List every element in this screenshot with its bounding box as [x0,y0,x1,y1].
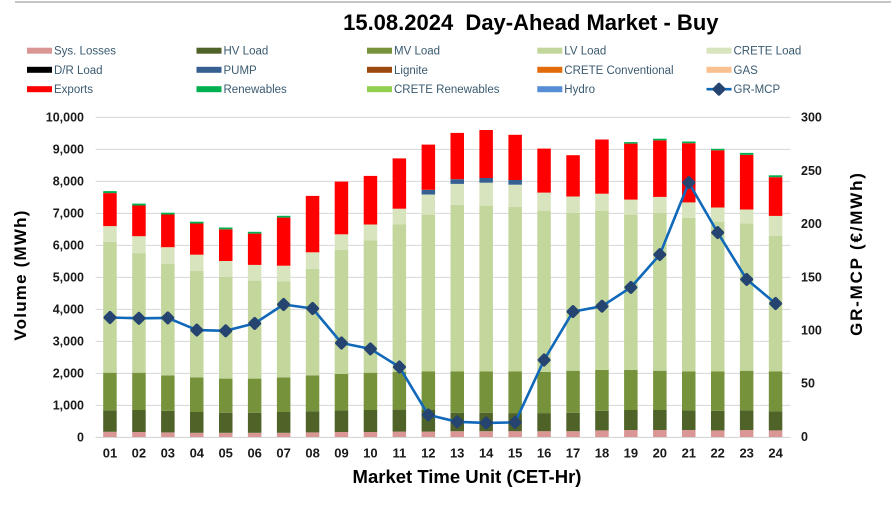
svg-text:8,000: 8,000 [53,175,84,189]
svg-text:0: 0 [77,431,84,445]
svg-text:14: 14 [479,446,494,461]
svg-text:GR-MCP: GR-MCP [734,84,781,96]
svg-text:Volume (MWh): Volume (MWh) [11,209,30,340]
svg-text:PUMP: PUMP [224,65,258,77]
svg-text:2,000: 2,000 [53,367,84,381]
svg-text:Lignite: Lignite [394,65,428,77]
svg-text:300: 300 [801,111,822,125]
svg-text:10,000: 10,000 [46,111,84,125]
svg-text:13: 13 [450,446,464,461]
svg-text:24: 24 [768,446,783,461]
svg-text:15.08.2024 Day-Ahead Market -: 15.08.2024 Day-Ahead Market - Buy [343,10,719,35]
svg-text:LV Load: LV Load [564,46,606,58]
svg-text:50: 50 [801,377,815,391]
svg-text:1,000: 1,000 [53,399,84,413]
svg-text:Hydro: Hydro [564,84,595,96]
svg-text:GAS: GAS [734,65,759,77]
svg-text:250: 250 [801,164,822,178]
svg-text:01: 01 [103,446,117,461]
svg-text:4,000: 4,000 [53,303,84,317]
svg-text:05: 05 [218,446,232,461]
svg-text:Exports: Exports [54,84,93,96]
svg-text:Renewables: Renewables [224,84,288,96]
svg-text:CRETE Load: CRETE Load [734,46,802,58]
svg-text:CRETE Renewables: CRETE Renewables [394,84,500,96]
svg-text:HV Load: HV Load [224,46,269,58]
svg-text:07: 07 [276,446,290,461]
svg-text:6,000: 6,000 [53,239,84,253]
svg-text:18: 18 [595,446,609,461]
svg-text:09: 09 [334,446,348,461]
svg-text:Sys. Losses: Sys. Losses [54,46,116,58]
svg-text:22: 22 [710,446,724,461]
svg-text:16: 16 [537,446,551,461]
svg-text:21: 21 [682,446,696,461]
svg-text:100: 100 [801,324,822,338]
svg-text:23: 23 [739,446,753,461]
svg-text:0: 0 [801,430,808,444]
svg-text:03: 03 [161,446,175,461]
svg-text:04: 04 [190,446,205,461]
svg-text:20: 20 [653,446,667,461]
svg-text:5,000: 5,000 [53,271,84,285]
svg-text:19: 19 [624,446,638,461]
svg-text:150: 150 [801,270,822,284]
svg-text:9,000: 9,000 [53,143,84,157]
svg-text:GR-MCP (€/MWh): GR-MCP (€/MWh) [847,171,866,336]
svg-text:17: 17 [566,446,580,461]
svg-text:200: 200 [801,217,822,231]
svg-text:15: 15 [508,446,522,461]
svg-text:08: 08 [305,446,319,461]
svg-text:06: 06 [247,446,261,461]
svg-text:3,000: 3,000 [53,335,84,349]
svg-text:11: 11 [393,446,407,461]
svg-text:12: 12 [421,446,435,461]
svg-text:CRETE Conventional: CRETE Conventional [564,65,673,77]
svg-text:10: 10 [363,446,377,461]
svg-text:7,000: 7,000 [53,207,84,221]
svg-text:MV Load: MV Load [394,46,440,58]
svg-text:D/R Load: D/R Load [54,65,103,77]
svg-text:02: 02 [132,446,146,461]
svg-text:Market Time Unit (CET-Hr): Market Time Unit (CET-Hr) [353,466,582,487]
